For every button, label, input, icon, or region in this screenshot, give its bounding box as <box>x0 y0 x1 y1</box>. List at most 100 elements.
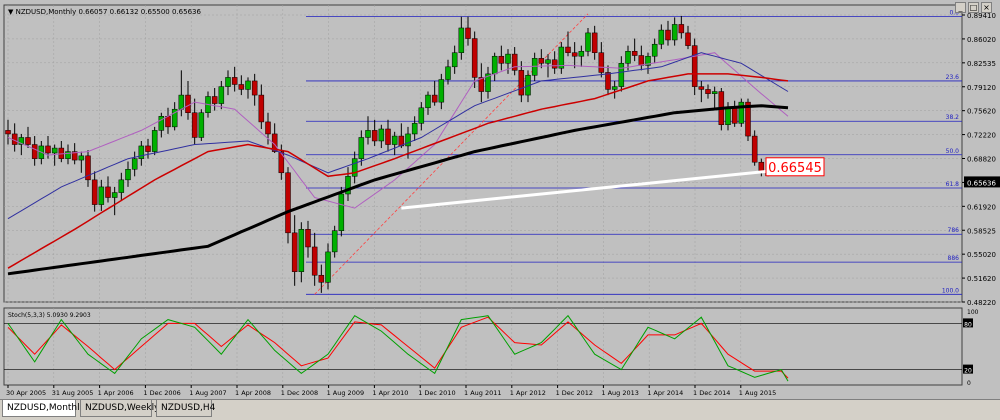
candle-body <box>385 128 391 145</box>
candle-body <box>331 230 338 253</box>
candle-body <box>505 53 511 64</box>
candle-body <box>291 232 298 272</box>
candle-body <box>18 137 25 145</box>
candle-body <box>191 112 198 138</box>
x-tick-label: 31 Aug 2005 <box>52 389 94 397</box>
candle-body <box>231 77 238 85</box>
x-tick-label: 1 Apr 2014 <box>647 389 683 397</box>
y-tick-label: 0.79120 <box>967 84 996 92</box>
candle-body <box>425 94 431 109</box>
candle-body <box>345 176 351 195</box>
stoch-level-marker <box>963 364 973 374</box>
candle-body <box>551 59 558 69</box>
tab-nzdusd-weekly[interactable]: NZDUSD,Weekly <box>80 400 159 417</box>
stoch-level-label: 80 <box>964 321 972 328</box>
candle-body <box>85 155 91 181</box>
candle-body <box>598 52 605 73</box>
candle-body <box>445 66 451 80</box>
candle-body <box>745 101 751 137</box>
fib-level-label: 886 <box>948 255 960 262</box>
candle-body <box>625 51 631 64</box>
candle-body <box>351 158 358 177</box>
candle-body <box>165 116 171 128</box>
candle-body <box>158 116 165 131</box>
candle-body <box>265 121 271 135</box>
y-tick-label: 0.89410 <box>967 12 996 20</box>
y-tick-label: 0.58525 <box>967 227 996 235</box>
x-tick-label: 1 Aug 2007 <box>189 389 227 397</box>
candle-body <box>151 130 158 152</box>
chart-tab-bar: NZDUSD,Monthly NZDUSD,Weekly NZDUSD,H4 <box>0 399 1000 420</box>
candle-body <box>138 145 145 159</box>
candle-body <box>31 144 38 159</box>
candle-body <box>511 53 518 71</box>
y-tick-label: 0.61920 <box>967 203 996 211</box>
candle-body <box>358 137 365 159</box>
candle-body <box>605 72 611 90</box>
candle-body <box>278 151 285 174</box>
candle-body <box>431 94 438 103</box>
candle-body <box>658 29 665 45</box>
x-tick-label: 1 Apr 2008 <box>235 389 271 397</box>
y-tick-label: 0.48220 <box>967 299 996 307</box>
x-tick-label: 1 Aug 2011 <box>464 389 502 397</box>
candle-body <box>711 91 718 94</box>
candle-body <box>405 133 411 147</box>
candle-body <box>98 186 105 205</box>
close-button[interactable]: × <box>981 2 992 13</box>
candle-body <box>465 27 471 39</box>
minimize-button[interactable]: _ <box>955 2 966 13</box>
maximize-button[interactable]: □ <box>968 2 979 13</box>
candle-body <box>131 158 138 170</box>
x-tick-label: 1 Dec 2012 <box>556 389 593 397</box>
x-tick-label: 1 Apr 2006 <box>98 389 134 397</box>
candle-body <box>545 59 551 64</box>
candle-body <box>645 55 651 66</box>
candle-body <box>705 89 711 94</box>
fib-level-label: 61.8 <box>946 181 960 188</box>
candle-body <box>178 94 185 110</box>
candle-body <box>125 169 131 181</box>
y-tick-label: 0.75620 <box>967 108 996 116</box>
candle-body <box>285 172 291 234</box>
candle-body <box>538 58 545 64</box>
price-label: 0.66545 <box>768 161 822 176</box>
fib-level-label: 23.6 <box>946 74 960 81</box>
candle-body <box>478 77 485 92</box>
candle-body <box>91 179 98 205</box>
candle-body <box>571 52 578 57</box>
candle-body <box>725 107 731 125</box>
candle-body <box>258 94 265 123</box>
candle-body <box>391 135 398 145</box>
stoch-y-tick-label: 100 <box>967 309 979 316</box>
tab-nzdusd-h4[interactable]: NZDUSD,H4 <box>156 400 215 417</box>
y-tick-label: 0.72220 <box>967 132 996 140</box>
x-tick-label: 30 Apr 2005 <box>6 389 46 397</box>
candle-body <box>371 130 378 142</box>
candle-body <box>498 55 505 64</box>
candle-body <box>578 51 585 57</box>
fib-level-label: 50.0 <box>946 148 960 155</box>
current-price-marker <box>964 176 1000 188</box>
candle-body <box>225 77 231 87</box>
candle-body <box>71 151 78 161</box>
candle-body <box>491 55 498 75</box>
tab-nzdusd-monthly[interactable]: NZDUSD,Monthly <box>2 400 85 417</box>
stoch-signal-line <box>7 316 789 379</box>
candle-body <box>311 246 318 276</box>
candle-body <box>238 84 245 90</box>
ma-purple-line <box>7 52 789 209</box>
candle-body <box>485 73 491 92</box>
candle-body <box>378 128 385 142</box>
stoch-title: Stoch(5,3,3) 5.0930 9.2903 <box>8 312 91 319</box>
fib-level-label: 38.2 <box>946 114 960 121</box>
candle-body <box>5 130 11 135</box>
candle-body <box>105 186 111 198</box>
candle-body <box>245 80 251 90</box>
oscillator-panel-border <box>3 307 963 386</box>
candle-body <box>338 193 345 231</box>
main-panel-border <box>3 4 963 303</box>
candle-body <box>665 29 671 41</box>
candle-body <box>691 45 698 87</box>
